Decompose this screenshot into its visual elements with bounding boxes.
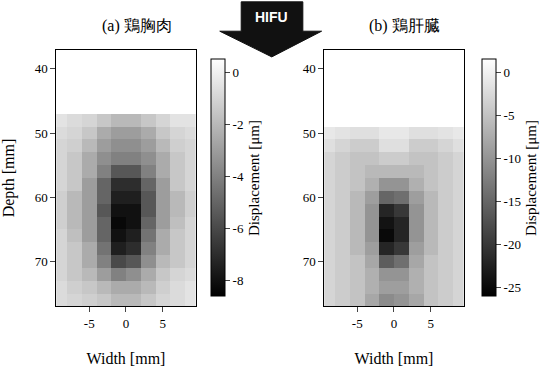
svg-text:-5: -5 bbox=[504, 108, 515, 123]
svg-text:-6: -6 bbox=[233, 221, 244, 236]
svg-text:(b) 鶏肝臓: (b) 鶏肝臓 bbox=[369, 17, 440, 35]
svg-text:70: 70 bbox=[303, 254, 316, 269]
svg-text:Width [mm]: Width [mm] bbox=[355, 350, 434, 367]
svg-text:50: 50 bbox=[35, 126, 48, 141]
svg-text:-5: -5 bbox=[352, 316, 363, 331]
svg-text:0: 0 bbox=[233, 65, 240, 80]
svg-text:Depth [mm]: Depth [mm] bbox=[0, 139, 18, 218]
svg-text:0: 0 bbox=[504, 65, 511, 80]
svg-text:0: 0 bbox=[391, 316, 398, 331]
svg-text:-8: -8 bbox=[233, 273, 244, 288]
svg-text:HIFU: HIFU bbox=[255, 9, 288, 25]
svg-text:40: 40 bbox=[35, 61, 48, 76]
svg-text:50: 50 bbox=[303, 126, 316, 141]
svg-text:-10: -10 bbox=[504, 151, 521, 166]
svg-text:40: 40 bbox=[303, 61, 316, 76]
svg-text:0: 0 bbox=[123, 316, 129, 331]
svg-text:(a) 鶏胸肉: (a) 鶏胸肉 bbox=[102, 17, 172, 35]
svg-text:-5: -5 bbox=[84, 316, 95, 331]
svg-text:60: 60 bbox=[35, 190, 48, 205]
svg-text:-15: -15 bbox=[504, 194, 521, 209]
svg-text:60: 60 bbox=[303, 190, 316, 205]
svg-text:-20: -20 bbox=[504, 237, 521, 252]
svg-text:-2: -2 bbox=[233, 117, 244, 132]
svg-text:Displacement [μm]: Displacement [μm] bbox=[523, 120, 539, 236]
svg-text:70: 70 bbox=[35, 254, 48, 269]
svg-text:-25: -25 bbox=[504, 280, 521, 295]
svg-text:Displacement [μm]: Displacement [μm] bbox=[246, 120, 262, 236]
svg-text:-4: -4 bbox=[233, 169, 244, 184]
svg-text:5: 5 bbox=[427, 316, 434, 331]
svg-text:5: 5 bbox=[159, 316, 166, 331]
svg-text:Width [mm]: Width [mm] bbox=[87, 350, 166, 367]
